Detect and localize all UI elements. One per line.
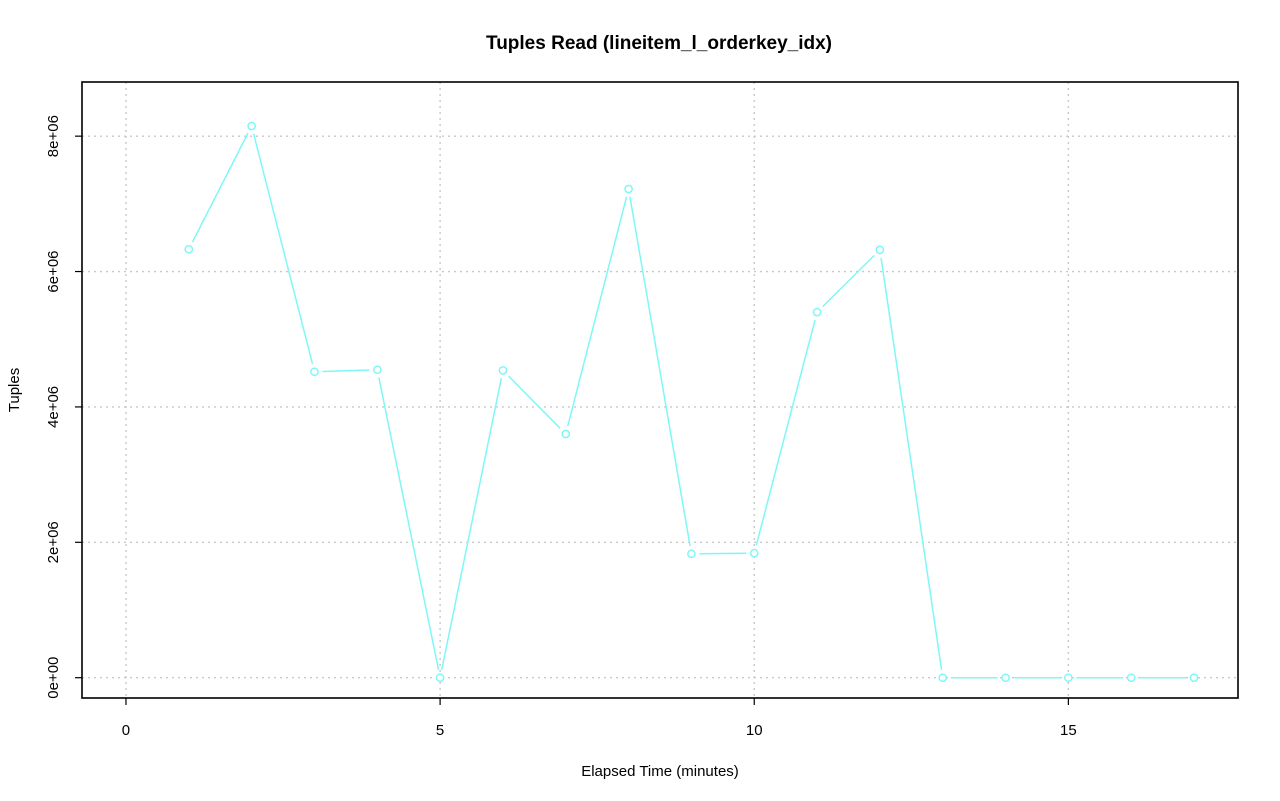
data-point — [1064, 673, 1073, 683]
series-segment — [629, 196, 691, 547]
x-tick-label: 5 — [436, 722, 444, 739]
chart-title: Tuples Read (lineitem_l_orderkey_idx) — [486, 33, 832, 54]
data-point — [812, 307, 822, 317]
y-axis-label: Tuples — [6, 368, 23, 412]
series-segment — [440, 378, 503, 671]
series-segment — [378, 377, 440, 671]
x-axis-label: Elapsed Time (minutes) — [581, 763, 739, 780]
data-point — [561, 429, 571, 439]
data-point — [624, 184, 633, 194]
series-segment — [322, 369, 370, 373]
series-segment — [755, 319, 816, 546]
data-point — [1001, 673, 1010, 683]
data-point — [498, 366, 508, 375]
series — [184, 121, 1199, 683]
series-segment — [252, 133, 314, 365]
grid — [82, 82, 1238, 698]
series-segment — [822, 254, 875, 308]
x-tick-label: 10 — [746, 722, 763, 739]
data-point — [1189, 673, 1199, 683]
y-tick-label: 2e+06 — [45, 521, 62, 563]
series-segment — [699, 552, 747, 555]
data-point — [435, 673, 445, 683]
series-segment — [567, 196, 628, 427]
data-point — [687, 549, 696, 559]
plot-frame — [81, 81, 1239, 699]
data-point — [938, 673, 948, 683]
data-point — [247, 121, 256, 131]
data-point — [875, 245, 885, 255]
series-segment — [508, 375, 561, 429]
x-axis: 0 5 10 15 — [122, 698, 1077, 739]
data-point — [1126, 673, 1136, 683]
data-point — [749, 548, 759, 558]
data-point — [372, 365, 382, 375]
y-axis: 0e+00 2e+06 4e+06 6e+06 8e+06 — [45, 115, 82, 699]
y-tick-label: 4e+06 — [45, 386, 62, 428]
data-point — [310, 367, 319, 377]
x-tick-label: 0 — [122, 722, 130, 739]
series-segment — [191, 132, 249, 243]
series-segment — [880, 257, 943, 670]
y-tick-label: 6e+06 — [45, 250, 62, 292]
data-point — [184, 244, 194, 254]
y-tick-label: 0e+00 — [45, 657, 62, 699]
y-tick-label: 8e+06 — [45, 115, 62, 157]
x-tick-label: 15 — [1060, 722, 1077, 739]
